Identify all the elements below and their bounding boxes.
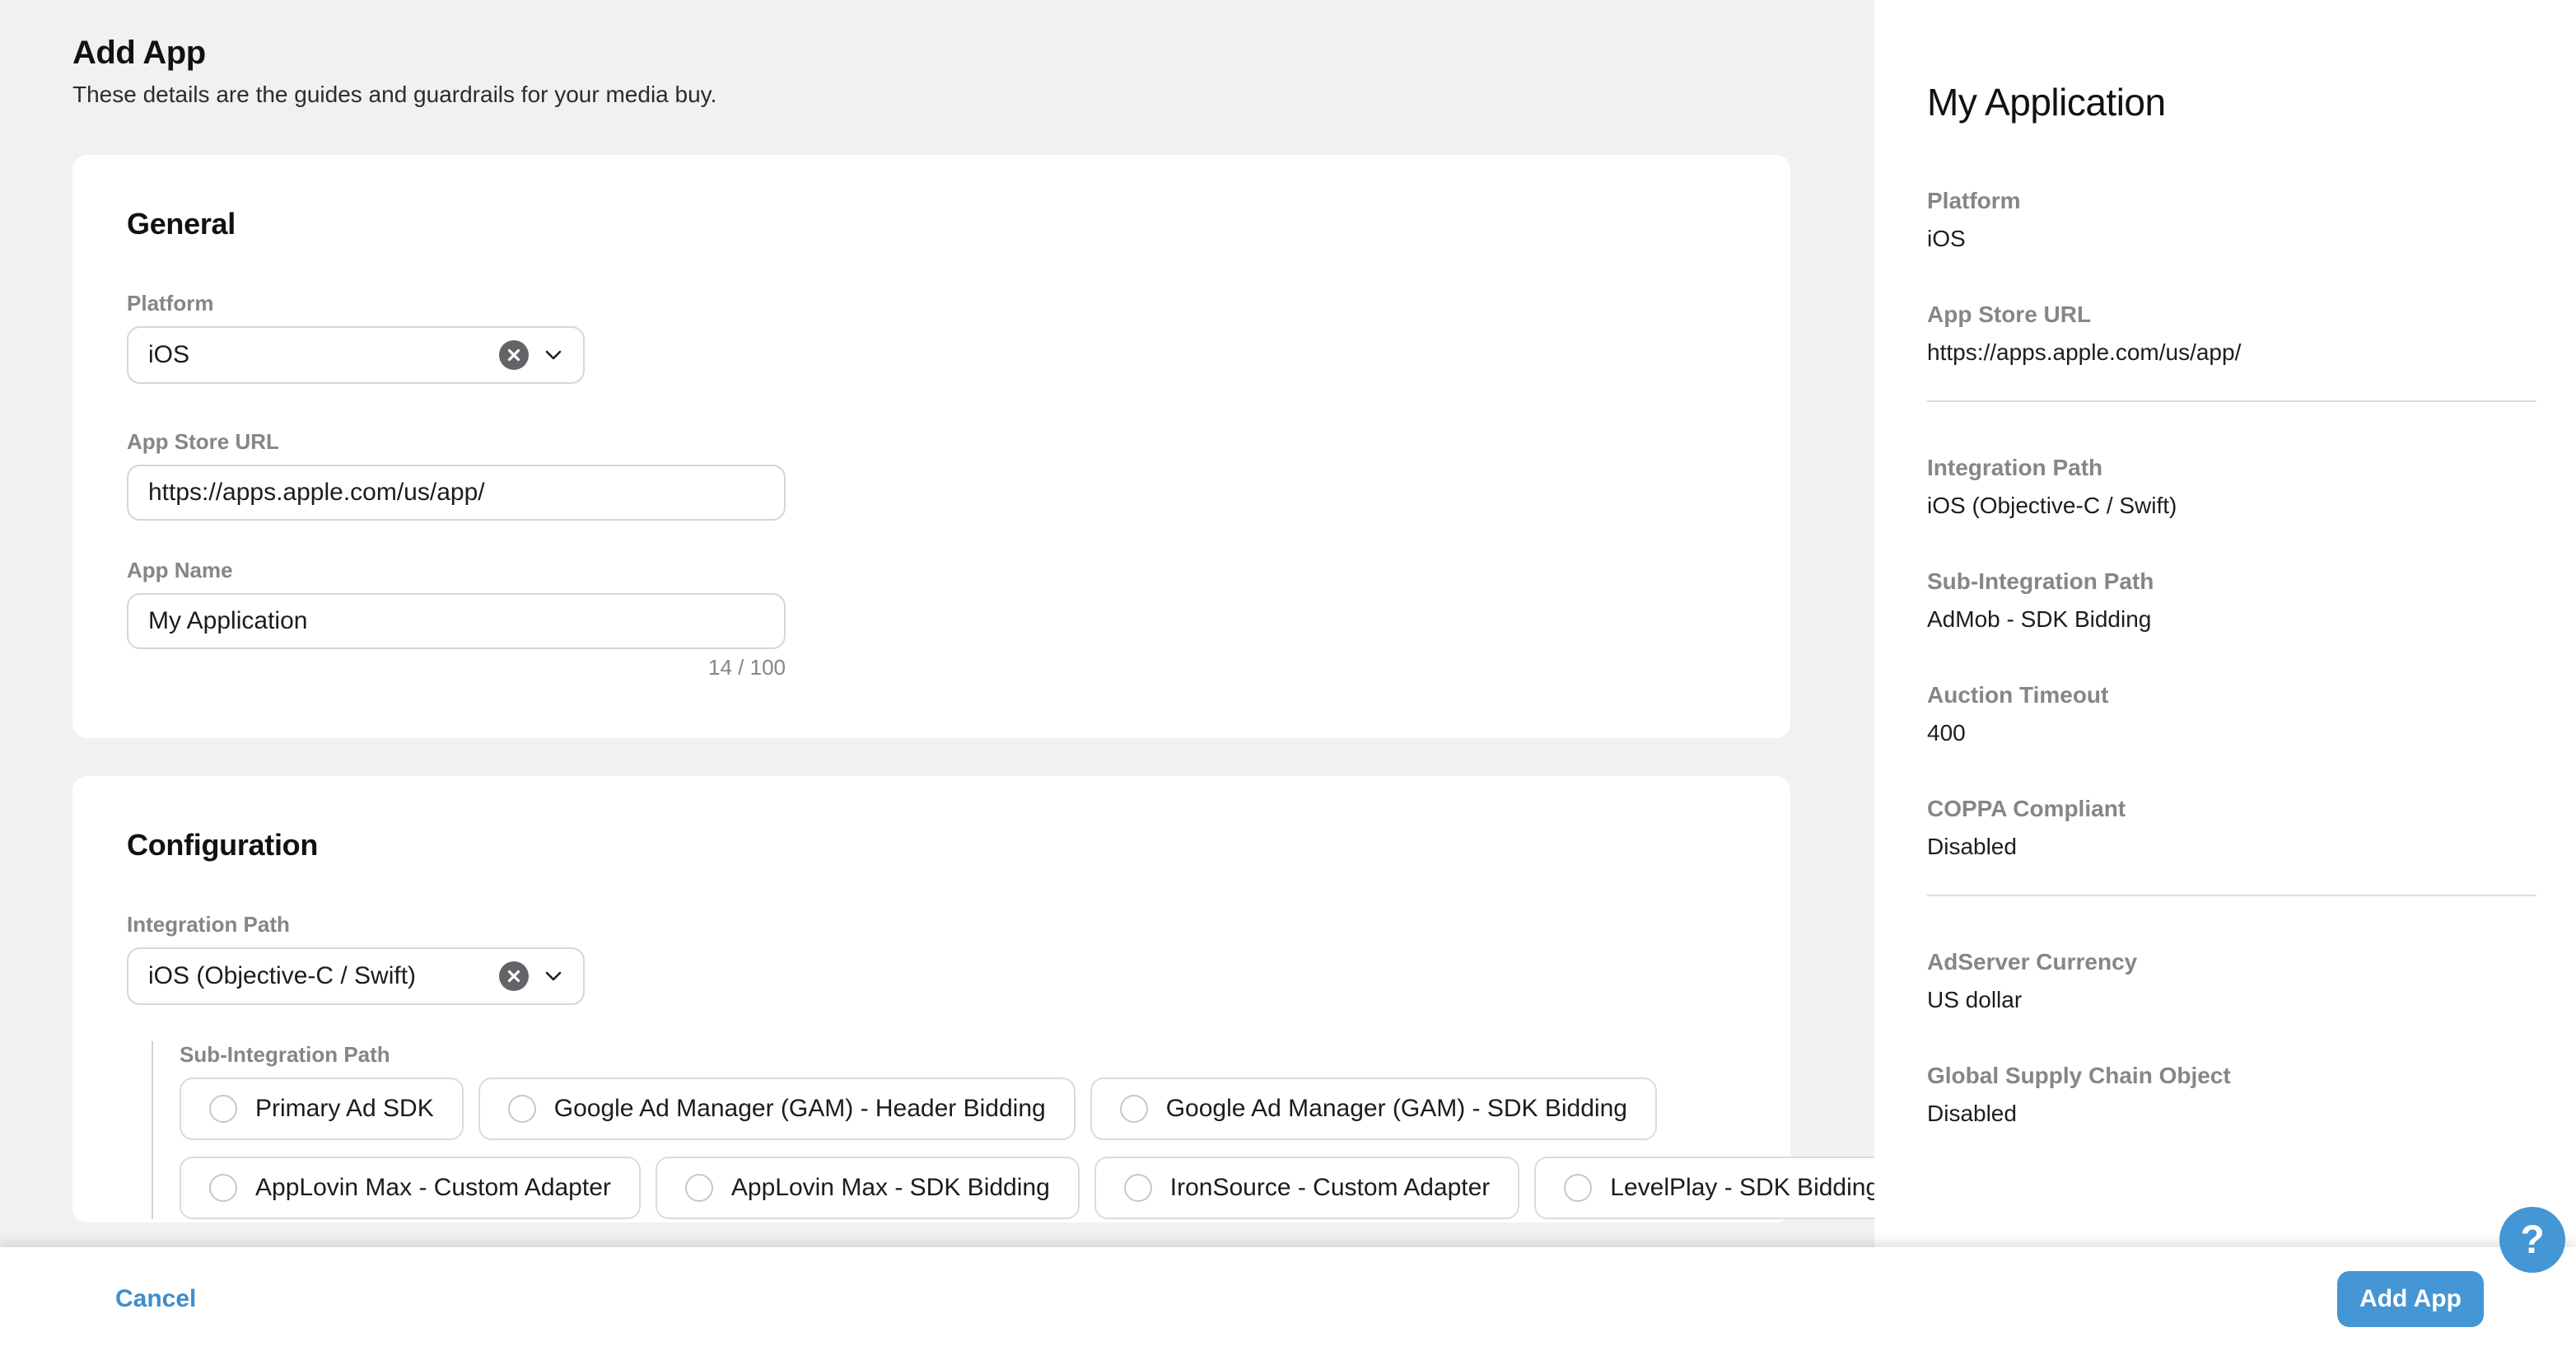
summary-panel: My Application Platform iOS App Store UR… (1874, 0, 2576, 1351)
summary-item-auction-timeout: Auction Timeout 400 (1927, 682, 2536, 746)
footer-bar: Cancel Add App (0, 1247, 2576, 1351)
help-button[interactable]: ? (2499, 1207, 2565, 1273)
radio-option-label: LevelPlay - SDK Bidding (1610, 1174, 1880, 1201)
radio-option-label: Google Ad Manager (GAM) - SDK Bidding (1165, 1095, 1627, 1122)
summary-item-value: https://apps.apple.com/us/app/ (1927, 339, 2242, 365)
general-heading: General (127, 207, 236, 241)
summary-item-value: AdMob - SDK Bidding (1927, 606, 2152, 632)
configuration-card: Configuration Integration Path iOS (Obje… (72, 776, 1910, 1222)
question-mark-icon: ? (2520, 1218, 2545, 1262)
summary-item-label: App Store URL (1927, 302, 2092, 327)
summary-item-coppa-compliant: COPPA Compliant Disabled (1927, 796, 2536, 860)
clear-icon[interactable] (499, 340, 529, 370)
radio-option-label: Google Ad Manager (GAM) - Header Bidding (553, 1095, 1046, 1122)
summary-title: My Application (1927, 81, 2166, 124)
general-card: General Platform iOS App Store URL https… (72, 155, 1790, 738)
summary-item-value: Disabled (1927, 1101, 2017, 1126)
platform-select[interactable]: iOS (127, 326, 585, 384)
radio-icon (209, 1174, 237, 1202)
radio-option-gam-header-bidding[interactable]: Google Ad Manager (GAM) - Header Bidding (478, 1078, 1076, 1140)
summary-divider (1927, 400, 2536, 402)
radio-option-label: IronSource - Custom Adapter (1169, 1174, 1491, 1201)
summary-item-label: Integration Path (1927, 455, 2103, 480)
clear-icon[interactable] (499, 961, 529, 991)
app-name-field: App Name My Application 14 / 100 (127, 557, 1736, 680)
radio-option-label: Primary Ad SDK (255, 1095, 434, 1122)
summary-item-platform: Platform iOS (1927, 188, 2536, 252)
summary-item-label: AdServer Currency (1927, 949, 2138, 975)
summary-item-label: Platform (1927, 188, 2021, 213)
radio-icon (1123, 1174, 1152, 1202)
cancel-button[interactable]: Cancel (115, 1285, 197, 1312)
radio-option-label: AppLovin Max - SDK Bidding (730, 1174, 1050, 1201)
summary-item-adserver-currency: AdServer Currency US dollar (1927, 949, 2536, 1013)
radio-option-ironsource-custom-adapter[interactable]: IronSource - Custom Adapter (1094, 1157, 1520, 1219)
app-store-url-input[interactable]: https://apps.apple.com/us/app/ (127, 465, 786, 521)
summary-item-value: US dollar (1927, 987, 2023, 1012)
radio-icon (1564, 1174, 1593, 1202)
sub-integration-row-1: Primary Ad SDK Google Ad Manager (GAM) -… (180, 1078, 1736, 1140)
integration-path-select-value: iOS (Objective-C / Swift) (148, 962, 417, 989)
summary-item-global-supply-chain: Global Supply Chain Object Disabled (1927, 1063, 2536, 1127)
radio-option-applovin-sdk-bidding[interactable]: AppLovin Max - SDK Bidding (655, 1157, 1080, 1219)
page-title: Add App (72, 35, 206, 71)
radio-option-gam-sdk-bidding[interactable]: Google Ad Manager (GAM) - SDK Bidding (1090, 1078, 1657, 1140)
radio-icon (684, 1174, 713, 1202)
radio-option-primary-ad-sdk[interactable]: Primary Ad SDK (180, 1078, 464, 1140)
radio-icon (507, 1095, 536, 1123)
sub-integration-group: Sub-Integration Path Primary Ad SDK Goog… (152, 1041, 1910, 1219)
summary-item-integration-path: Integration Path iOS (Objective-C / Swif… (1927, 455, 2536, 519)
summary-item-label: Sub-Integration Path (1927, 568, 2154, 594)
integration-path-field: Integration Path iOS (Objective-C / Swif… (127, 911, 1736, 1005)
radio-option-applovin-custom-adapter[interactable]: AppLovin Max - Custom Adapter (180, 1157, 641, 1219)
summary-item-label: Auction Timeout (1927, 682, 2109, 708)
sub-integration-label: Sub-Integration Path (180, 1042, 390, 1067)
radio-option-label: AppLovin Max - Custom Adapter (255, 1174, 611, 1201)
platform-select-value: iOS (148, 341, 190, 368)
chevron-down-icon[interactable] (540, 342, 567, 368)
platform-field: Platform iOS (127, 290, 1736, 384)
summary-item-app-store-url: App Store URL https://apps.apple.com/us/… (1927, 302, 2536, 366)
summary-item-value: 400 (1927, 720, 1966, 746)
chevron-down-icon[interactable] (540, 963, 567, 989)
main-content: Add App These details are the guides and… (72, 35, 1910, 1222)
radio-option-levelplay-sdk-bidding[interactable]: LevelPlay - SDK Bidding (1534, 1157, 1910, 1219)
summary-item-value: iOS (1927, 226, 1966, 251)
add-app-button[interactable]: Add App (2337, 1271, 2484, 1327)
integration-path-select[interactable]: iOS (Objective-C / Swift) (127, 947, 585, 1005)
app-name-char-counter: 14 / 100 (708, 655, 786, 680)
integration-path-label: Integration Path (127, 912, 290, 937)
page-subtitle: These details are the guides and guardra… (72, 82, 717, 107)
summary-item-value: iOS (Objective-C / Swift) (1927, 493, 2177, 518)
summary-item-value: Disabled (1927, 834, 2017, 859)
summary-divider (1927, 895, 2536, 896)
summary-item-label: COPPA Compliant (1927, 796, 2126, 821)
app-store-url-label: App Store URL (127, 429, 279, 454)
app-name-label: App Name (127, 558, 233, 582)
summary-item-label: Global Supply Chain Object (1927, 1063, 2231, 1088)
radio-icon (1119, 1095, 1148, 1123)
radio-icon (209, 1095, 237, 1123)
summary-item-sub-integration-path: Sub-Integration Path AdMob - SDK Bidding (1927, 568, 2536, 633)
app-name-input[interactable]: My Application (127, 593, 786, 649)
configuration-heading: Configuration (127, 828, 319, 862)
app-store-url-field: App Store URL https://apps.apple.com/us/… (127, 428, 1736, 521)
platform-label: Platform (127, 291, 214, 316)
sub-integration-row-2: AppLovin Max - Custom Adapter AppLovin M… (180, 1157, 1910, 1219)
